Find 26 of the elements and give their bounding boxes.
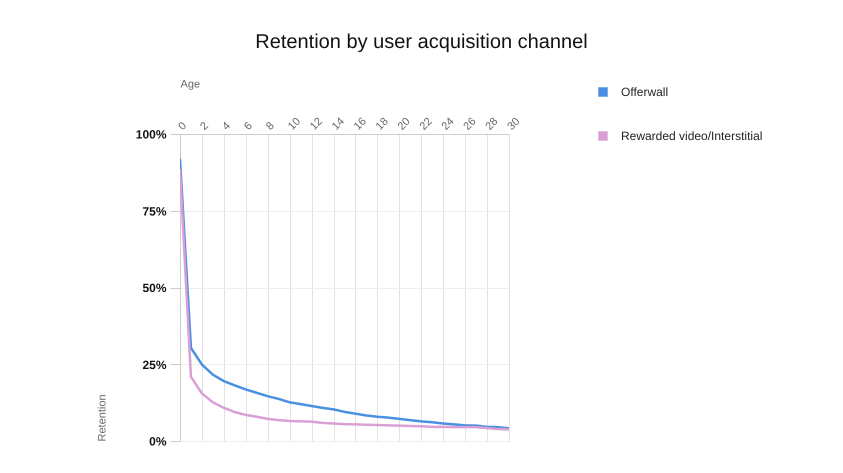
x-tick-label: 8 bbox=[264, 120, 277, 133]
legend-label: Offerwall bbox=[621, 85, 668, 99]
x-tick-label: 30 bbox=[505, 116, 522, 133]
y-tick-label: 100% bbox=[136, 128, 167, 142]
x-tick-label: 28 bbox=[483, 116, 500, 133]
x-tick-label: 22 bbox=[418, 116, 435, 133]
y-axis-title: Retention bbox=[96, 394, 108, 442]
x-tick-label: 12 bbox=[308, 116, 326, 133]
x-tick-label: 6 bbox=[242, 120, 255, 133]
chart-title: Retention by user acquisition channel bbox=[255, 31, 588, 53]
x-tick-label: 2 bbox=[198, 120, 212, 133]
x-tick-label: 10 bbox=[286, 116, 304, 133]
y-tick-label: 50% bbox=[142, 281, 167, 295]
y-tick-label: 75% bbox=[142, 204, 167, 218]
x-tick-label: 16 bbox=[352, 116, 369, 133]
x-tick-label: 18 bbox=[374, 116, 391, 133]
x-tick-label: 0 bbox=[176, 120, 190, 133]
x-tick-label: 4 bbox=[220, 120, 233, 133]
y-tick-label: 25% bbox=[142, 358, 167, 372]
x-tick-label: 14 bbox=[330, 116, 347, 133]
y-tick-label: 0% bbox=[149, 434, 167, 448]
legend-label: Rewarded video/Interstitial bbox=[621, 129, 762, 143]
x-tick-label: 24 bbox=[439, 116, 457, 133]
x-tick-label: 26 bbox=[461, 116, 479, 133]
x-axis-title: Age bbox=[180, 78, 200, 90]
x-tick-label: 20 bbox=[396, 116, 413, 133]
